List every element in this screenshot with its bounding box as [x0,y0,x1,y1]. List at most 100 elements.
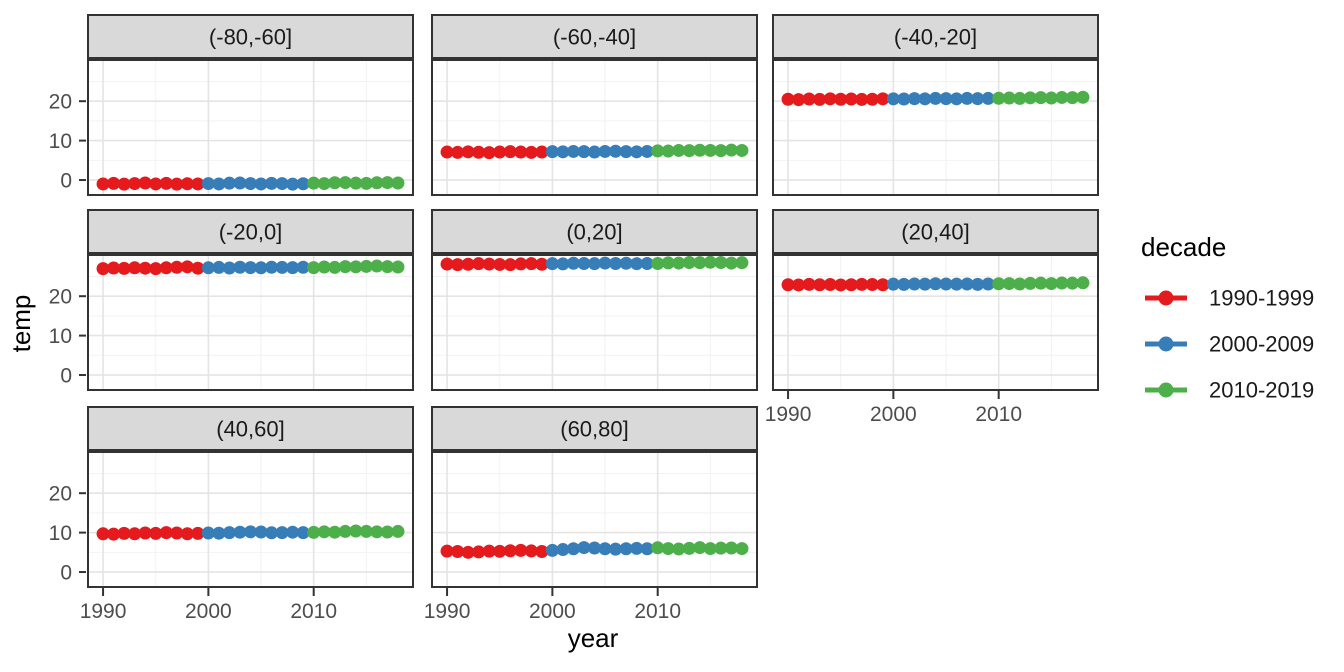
data-point [545,145,559,159]
data-point [693,541,707,555]
data-point [693,256,707,270]
data-point [380,260,394,274]
data-point [535,257,549,271]
facet-strip [772,14,1099,59]
facet-strip [431,406,758,451]
data-point [535,145,549,159]
data-point [254,177,268,191]
data-point [349,524,363,538]
facet-strip [431,209,758,254]
data-point [317,525,331,539]
data-point [714,255,728,269]
data-point [359,524,373,538]
data-point [138,261,152,275]
data-point [876,278,890,292]
data-point [802,277,816,291]
facet-strip [772,209,1099,254]
facet-strip [87,406,414,451]
data-point [855,277,869,291]
data-point [514,145,528,159]
y-tick-label: 0 [60,562,72,585]
data-point [545,543,559,557]
data-point [265,526,279,540]
x-axis-title: year [568,623,619,653]
data-point [107,261,121,275]
data-point [609,256,623,270]
data-point [222,176,236,190]
facet-strip-label: (60,80] [560,417,629,442]
legend-key-dot [1158,336,1174,352]
data-point [380,525,394,539]
data-point [524,544,538,558]
data-point [338,524,352,538]
data-point [159,261,173,275]
data-point [191,526,205,540]
data-point [138,176,152,190]
data-point [482,257,496,271]
data-point [577,256,591,270]
data-point [338,176,352,190]
data-point [609,542,623,556]
facet-strip [87,14,414,59]
data-point [813,278,827,292]
data-point [191,177,205,191]
data-point [440,257,454,271]
data-point [493,257,507,271]
facet-panel [773,60,1098,195]
data-point [286,177,300,191]
data-point [781,92,795,106]
data-point [981,91,995,105]
data-point [661,542,675,556]
data-point [159,526,173,540]
facet-strip-label: (40,60] [216,417,285,442]
data-point [577,541,591,555]
data-point [222,261,236,275]
facet-strip-label: (-80,-60] [209,25,292,50]
data-point [929,91,942,105]
data-point [703,143,717,157]
data-point [440,544,454,558]
facet-panel [88,60,413,195]
x-tick-label: 1990 [80,600,127,623]
data-point [275,177,289,191]
data-point [598,256,612,270]
data-point [328,525,342,539]
data-point [556,257,570,271]
data-point [128,261,142,275]
data-point [844,278,858,292]
x-tick-label: 2010 [290,600,337,623]
data-point [180,177,194,191]
data-point [180,527,194,541]
data-point [328,260,342,274]
data-point [244,525,257,539]
data-point [672,256,686,270]
data-point [233,176,247,190]
data-point [714,541,728,555]
data-point [661,256,675,270]
data-point [317,177,331,191]
data-point [735,143,749,157]
data-point [724,541,738,555]
facet-strip-label: (-40,-20] [894,25,977,50]
facet-panel [88,255,413,390]
data-point [493,544,507,558]
data-point [149,262,163,276]
data-point [514,257,528,271]
data-point [1002,91,1016,105]
data-point [693,143,707,157]
data-point [286,261,300,275]
data-point [128,177,142,191]
data-point [1076,90,1090,104]
data-point [472,145,486,159]
data-point [630,541,644,555]
legend-key-dot [1158,290,1174,306]
data-point [96,177,110,191]
data-point [349,260,363,274]
panel-border [87,254,414,391]
data-point [96,262,110,276]
data-point [598,542,612,556]
data-point [1013,91,1027,105]
data-point [503,145,517,159]
data-point [128,527,142,541]
data-point [138,526,152,540]
